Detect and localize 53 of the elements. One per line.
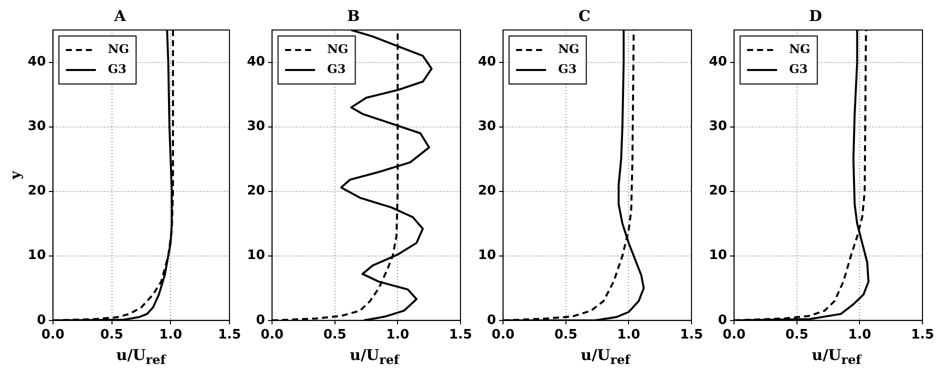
y-tick-label: 0 bbox=[487, 312, 496, 328]
x-axis-title: u/U$_{ref}$ bbox=[115, 346, 166, 369]
x-tick-label: 1.0 bbox=[617, 328, 640, 343]
x-tick-label: 1.5 bbox=[218, 328, 241, 343]
legend-label: G3 bbox=[327, 62, 346, 76]
x-axis-title: u/U$_{ref}$ bbox=[580, 346, 630, 369]
chart-title: C bbox=[578, 6, 591, 25]
legend-label: NG bbox=[789, 42, 810, 56]
x-tick-label: 1.0 bbox=[848, 328, 872, 343]
y-tick-label: 0 bbox=[256, 312, 266, 328]
y-tick-label: 20 bbox=[478, 184, 496, 199]
y-tick-label: 40 bbox=[708, 54, 728, 70]
y-tick-label: 30 bbox=[246, 119, 266, 134]
x-tick-label: 1.0 bbox=[159, 328, 182, 343]
chart-title: B bbox=[347, 6, 360, 25]
y-tick-label: 10 bbox=[246, 248, 266, 264]
legend-label: G3 bbox=[789, 62, 808, 76]
x-tick-label: 1.5 bbox=[910, 328, 934, 343]
y-axis-title: y bbox=[8, 170, 24, 180]
chart-title: D bbox=[808, 6, 822, 25]
y-tick-label: 0 bbox=[718, 312, 728, 328]
x-tick-label: 0.0 bbox=[260, 328, 284, 343]
x-tick-label: 1.5 bbox=[448, 328, 472, 343]
x-tick-label: 1.0 bbox=[386, 328, 410, 343]
y-tick-label: 30 bbox=[708, 119, 728, 134]
y-tick-label: 40 bbox=[478, 54, 496, 70]
x-tick-label: 0.0 bbox=[722, 328, 746, 343]
legend-label: G3 bbox=[558, 62, 577, 76]
x-tick-label: 0.5 bbox=[554, 328, 578, 343]
y-tick-label: 40 bbox=[246, 54, 266, 70]
y-tick-label: 10 bbox=[478, 248, 496, 264]
y-tick-label: 30 bbox=[28, 119, 46, 134]
x-tick-label: 0.0 bbox=[492, 328, 515, 343]
y-tick-label: 40 bbox=[28, 54, 46, 70]
legend-label: NG bbox=[327, 42, 348, 56]
x-tick-label: 0.0 bbox=[41, 328, 64, 343]
x-tick-label: 0.5 bbox=[323, 328, 346, 343]
y-tick-label: 10 bbox=[708, 248, 728, 264]
y-tick-label: 20 bbox=[246, 184, 266, 199]
x-axis-title: u/U$_{ref}$ bbox=[810, 346, 862, 369]
x-tick-label: 1.5 bbox=[680, 328, 703, 343]
legend-label: NG bbox=[108, 42, 130, 56]
chart-title: A bbox=[113, 6, 126, 25]
y-tick-label: 20 bbox=[28, 184, 46, 199]
legend-label: G3 bbox=[108, 62, 126, 76]
x-tick-label: 0.5 bbox=[785, 328, 808, 343]
y-tick-label: 20 bbox=[708, 184, 728, 199]
y-tick-label: 10 bbox=[28, 248, 46, 264]
x-tick-label: 0.5 bbox=[100, 328, 124, 343]
y-tick-label: 30 bbox=[478, 119, 496, 134]
x-axis-title: u/U$_{ref}$ bbox=[348, 346, 400, 369]
legend-label: NG bbox=[558, 42, 580, 56]
y-tick-label: 0 bbox=[36, 312, 46, 328]
